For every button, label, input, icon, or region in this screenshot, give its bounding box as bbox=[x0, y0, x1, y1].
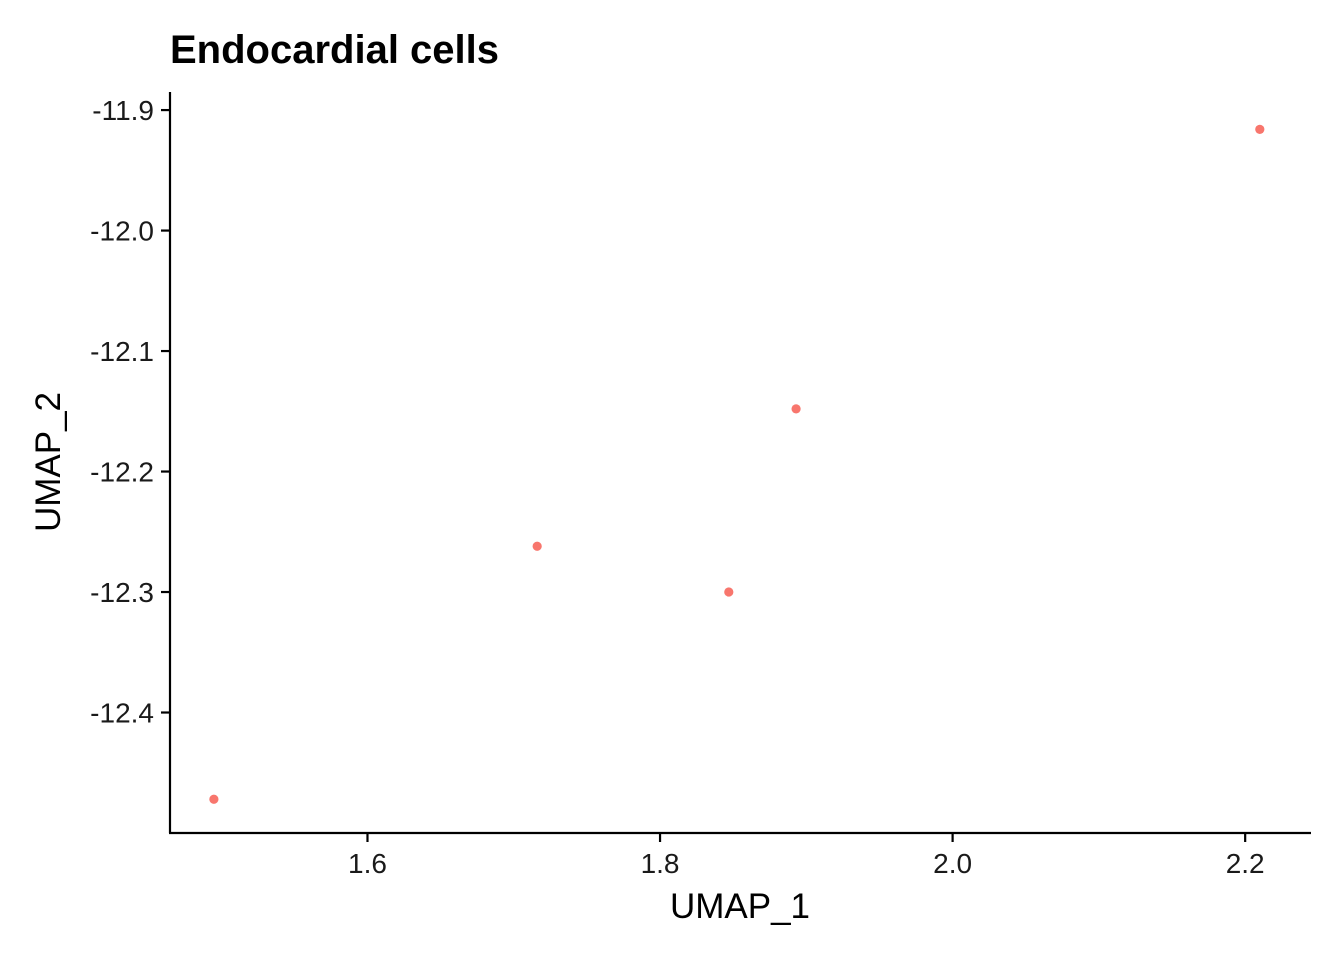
x-tick-label: 2.0 bbox=[933, 848, 972, 879]
y-tick-label: -12.3 bbox=[90, 577, 154, 608]
y-tick-label: -11.9 bbox=[92, 95, 154, 126]
data-points bbox=[209, 124, 1265, 804]
data-point bbox=[209, 794, 219, 804]
data-point bbox=[1255, 124, 1265, 134]
data-point bbox=[532, 541, 542, 551]
y-tick-label: -12.1 bbox=[90, 336, 154, 367]
y-tick-label: -12.0 bbox=[90, 216, 154, 247]
data-point bbox=[724, 587, 734, 597]
axis-ticks: 1.6 1.8 2.0 2.2 -12.4 -12.3 -12.2 -12.1 -12.0 -11… bbox=[90, 95, 1264, 879]
y-tick-label: -12.4 bbox=[90, 698, 154, 729]
x-tick-label: 2.2 bbox=[1226, 848, 1265, 879]
chart-title: Endocardial cells bbox=[170, 28, 499, 72]
data-point bbox=[791, 404, 801, 414]
x-tick-label: 1.8 bbox=[641, 848, 680, 879]
x-tick-label: 1.6 bbox=[348, 848, 387, 879]
x-axis-title: UMAP_1 bbox=[670, 887, 810, 926]
y-axis-title: UMAP_2 bbox=[29, 392, 68, 532]
y-tick-label: -12.2 bbox=[90, 457, 154, 488]
